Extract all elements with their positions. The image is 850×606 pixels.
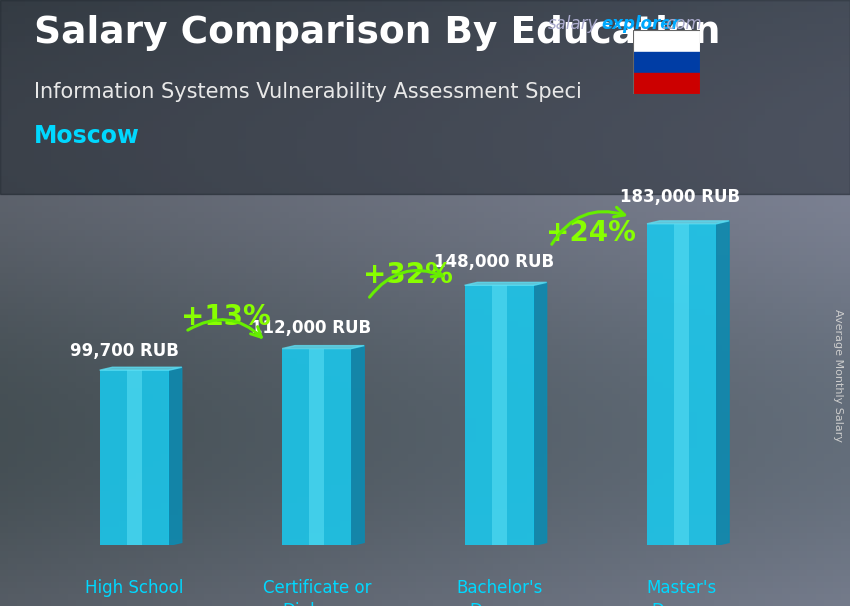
Text: +24%: +24% xyxy=(546,219,636,247)
Bar xyxy=(309,348,325,545)
Polygon shape xyxy=(717,221,729,545)
Bar xyxy=(633,73,700,94)
Text: High School: High School xyxy=(85,579,184,597)
Text: 112,000 RUB: 112,000 RUB xyxy=(251,319,371,337)
Text: 148,000 RUB: 148,000 RUB xyxy=(434,253,553,271)
Polygon shape xyxy=(282,345,364,348)
Bar xyxy=(282,348,351,545)
Text: Salary Comparison By Education: Salary Comparison By Education xyxy=(34,15,720,51)
Bar xyxy=(491,285,507,545)
Bar xyxy=(633,52,700,73)
Polygon shape xyxy=(99,367,182,370)
Bar xyxy=(647,224,717,545)
Text: +32%: +32% xyxy=(363,261,453,289)
Text: Moscow: Moscow xyxy=(34,124,140,148)
Bar xyxy=(127,370,142,545)
Bar xyxy=(99,370,169,545)
Bar xyxy=(674,224,689,545)
Polygon shape xyxy=(351,345,364,545)
Text: 99,700 RUB: 99,700 RUB xyxy=(71,342,179,360)
Text: +13%: +13% xyxy=(181,303,270,331)
Text: Average Monthly Salary: Average Monthly Salary xyxy=(833,309,843,442)
Polygon shape xyxy=(647,221,729,224)
Text: Information Systems Vulnerability Assessment Speci: Information Systems Vulnerability Assess… xyxy=(34,82,582,102)
Text: .com: .com xyxy=(661,15,702,33)
Text: salary: salary xyxy=(548,15,598,33)
Bar xyxy=(465,285,534,545)
Text: explorer: explorer xyxy=(602,15,681,33)
Text: Bachelor's
Degree: Bachelor's Degree xyxy=(456,579,542,606)
Polygon shape xyxy=(534,282,547,545)
Bar xyxy=(633,30,700,52)
Text: Certificate or
Diploma: Certificate or Diploma xyxy=(263,579,371,606)
Text: 183,000 RUB: 183,000 RUB xyxy=(620,188,740,206)
Polygon shape xyxy=(169,367,182,545)
Polygon shape xyxy=(465,282,547,285)
Text: Master's
Degree: Master's Degree xyxy=(647,579,717,606)
